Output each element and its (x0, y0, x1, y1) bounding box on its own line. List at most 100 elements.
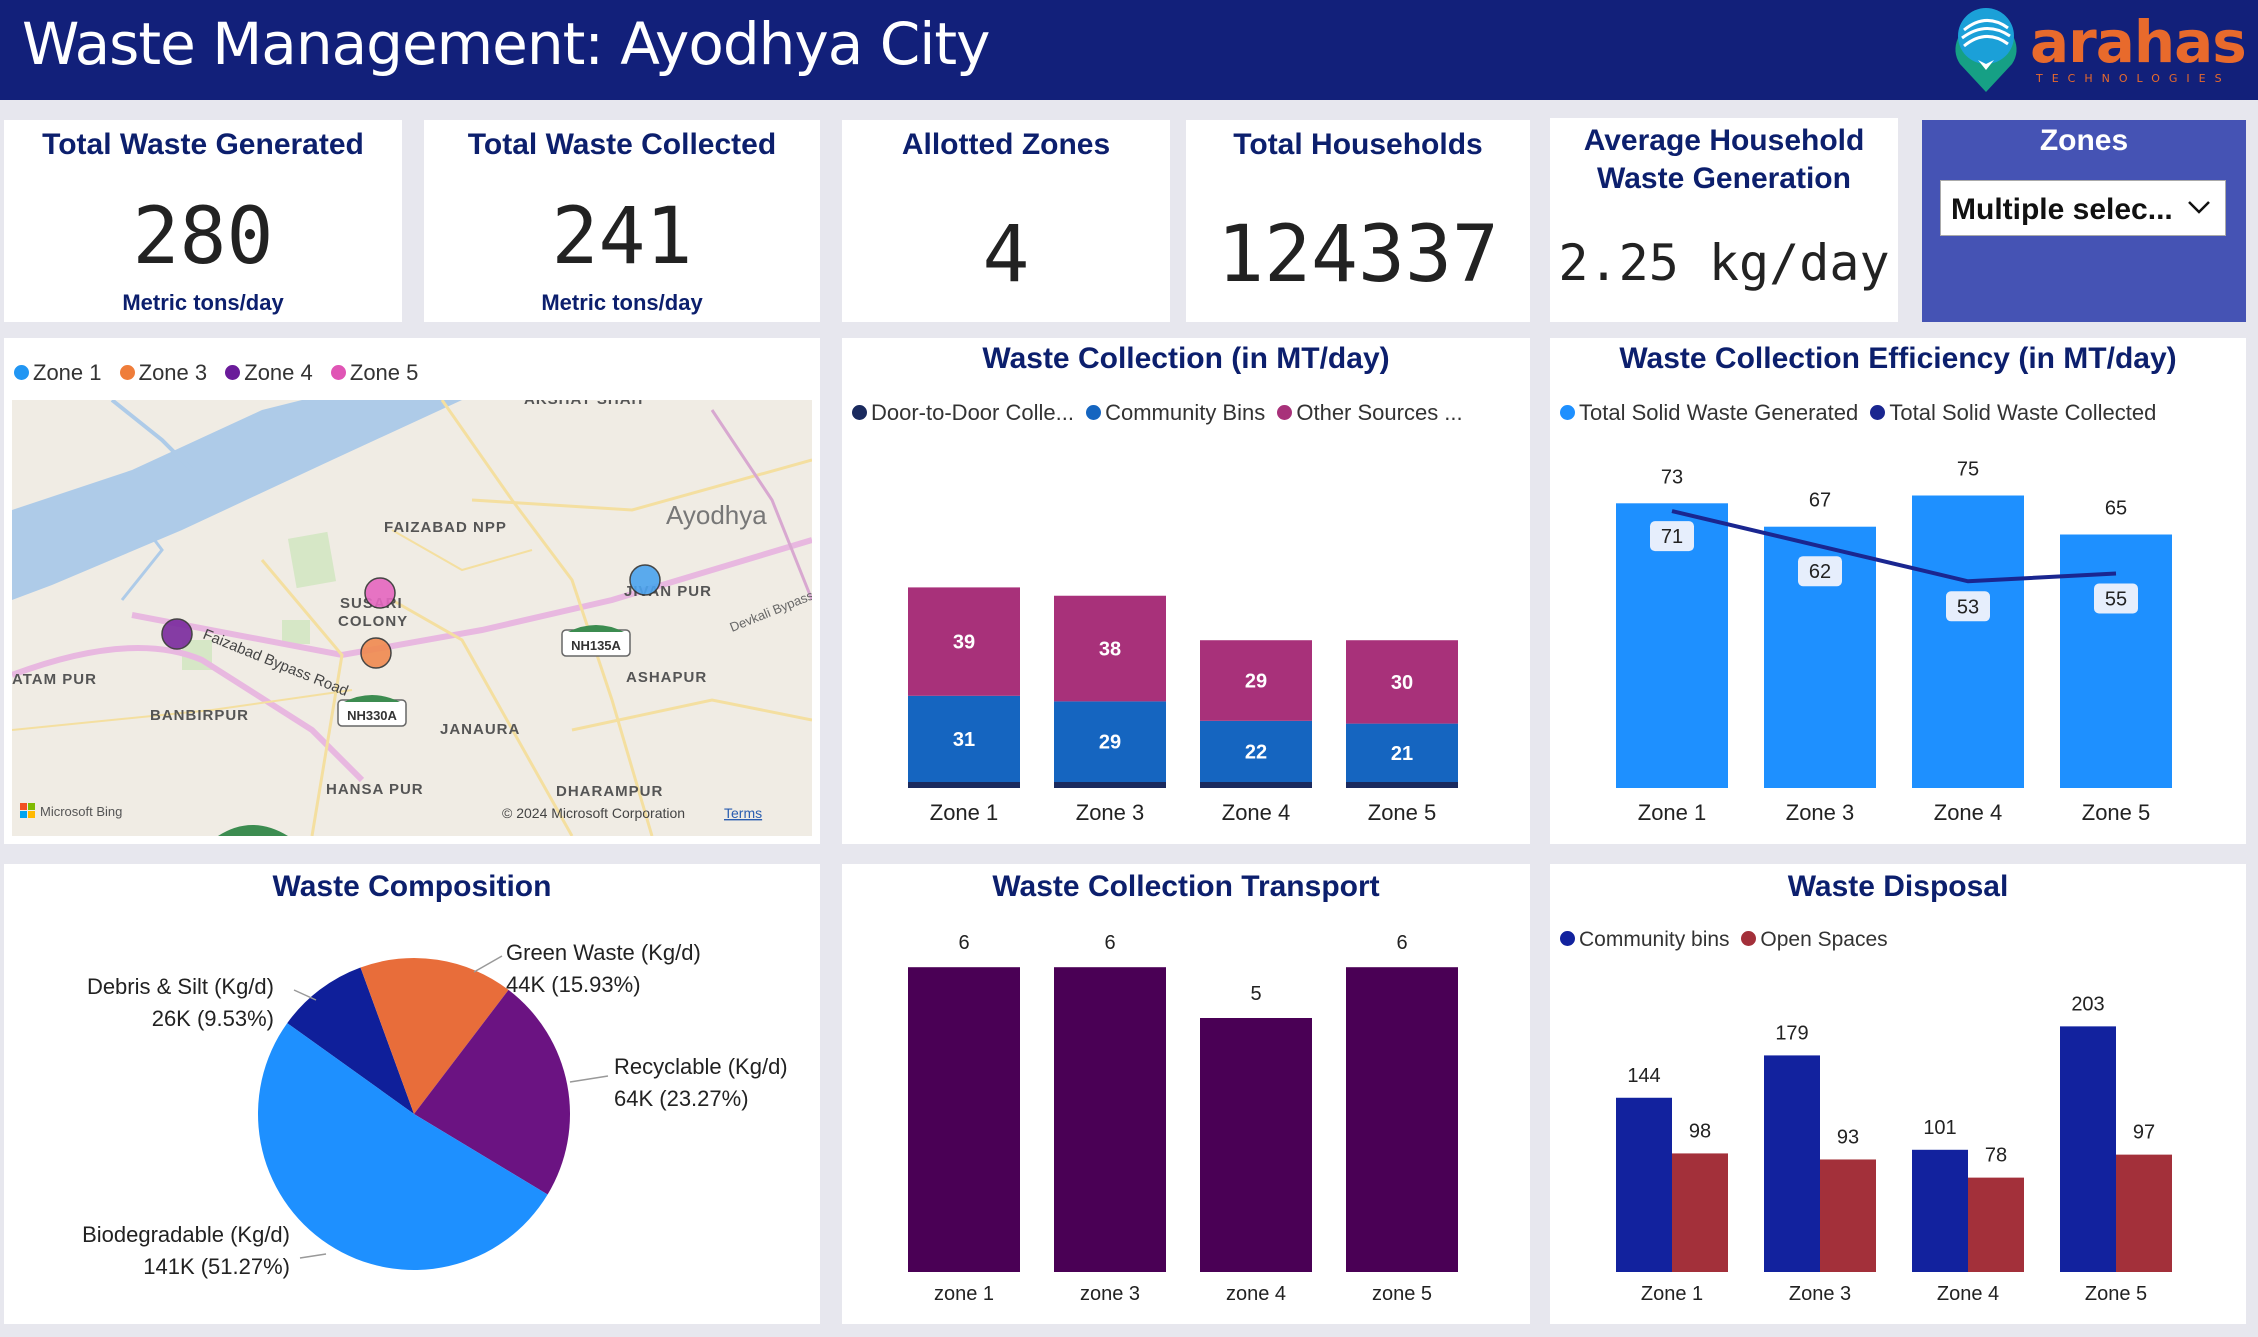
bar-segment[interactable] (1346, 782, 1458, 788)
arahas-logo: arahas TECHNOLOGIES (1950, 4, 2250, 96)
legend-label: Zone 1 (33, 360, 102, 385)
data-label: 179 (1775, 1022, 1808, 1044)
bar-segment[interactable] (1346, 640, 1458, 724)
legend-dot (14, 365, 29, 381)
data-label: 29 (1099, 732, 1121, 754)
bar-segment[interactable] (1346, 723, 1458, 782)
slice-label: Debris & Silt (Kg/d) (87, 974, 274, 999)
legend-dot (119, 365, 135, 381)
kpi-total-collected: Total Waste Collected 241 Metric tons/da… (424, 120, 820, 322)
pie-slice[interactable] (414, 989, 570, 1195)
data-label: 6 (958, 932, 969, 954)
bar[interactable] (2060, 534, 2172, 789)
chart-legend: Total Solid Waste Generated Total Solid … (1560, 400, 2168, 426)
zone-map[interactable]: AKSHAY SHAH Ayodhya FAIZABAD NPP SUSARI … (12, 400, 812, 836)
data-label: 144 (1627, 1065, 1660, 1087)
legend-item[interactable]: Zone 5 (330, 360, 419, 386)
data-label: 101 (1923, 1117, 1956, 1139)
data-label: 22 (1245, 741, 1267, 763)
data-label-bg (1946, 591, 1990, 622)
legend-item[interactable]: Total Solid Waste Generated (1560, 400, 1858, 426)
data-label: 53 (1957, 596, 1979, 618)
pie-slice[interactable] (287, 967, 414, 1114)
efficiency-panel: Waste Collection Efficiency (in MT/day) … (1550, 338, 2246, 844)
kpi-title-line1: Average Household (1583, 124, 1865, 157)
bar[interactable] (1764, 1055, 1820, 1272)
zone-1-marker[interactable] (629, 564, 661, 596)
x-tick-label: zone 3 (1080, 1283, 1140, 1305)
legend-label: Zone 4 (244, 360, 313, 385)
legend-item[interactable]: Zone 3 (119, 360, 207, 386)
kpi-allotted-zones: Allotted Zones 4 (842, 120, 1170, 322)
data-label: 55 (2105, 589, 2127, 611)
chart-title: Waste Collection Transport (992, 870, 1380, 903)
bar-segment[interactable] (908, 587, 1020, 696)
x-tick-label: Zone 3 (1076, 800, 1145, 825)
legend-dot (1870, 405, 1886, 421)
bar-segment[interactable] (1054, 701, 1166, 782)
legend-item[interactable]: Open Spaces (1741, 928, 1888, 952)
bar-segment[interactable] (908, 695, 1020, 782)
legend-dot (1086, 405, 1102, 421)
x-tick-label: Zone 1 (930, 800, 999, 825)
bar[interactable] (1346, 967, 1458, 1272)
kpi-title: Total Waste Collected (467, 128, 777, 161)
data-label: 6 (1396, 932, 1407, 954)
legend-item[interactable]: Community Bins (1086, 400, 1265, 426)
bar-segment[interactable] (1200, 782, 1312, 788)
legend-item[interactable]: Zone 4 (225, 360, 313, 386)
x-tick-label: zone 1 (934, 1283, 994, 1305)
data-label: 31 (953, 729, 975, 751)
zone-5-marker[interactable] (364, 577, 396, 609)
bar-segment[interactable] (908, 782, 1020, 788)
bar[interactable] (1912, 495, 2024, 789)
data-label: 5 (1250, 983, 1261, 1005)
bar-segment[interactable] (1200, 640, 1312, 721)
logo-subtext: TECHNOLOGIES (2036, 72, 2231, 85)
map-terms-link[interactable]: Terms (724, 805, 762, 821)
disposal-panel: Waste Disposal Community bins Open Space… (1550, 864, 2246, 1324)
bar[interactable] (1672, 1153, 1728, 1272)
chart-title: Waste Collection Efficiency (in MT/day) (1619, 342, 2177, 375)
bar[interactable] (1616, 1097, 1672, 1272)
x-tick-label: Zone 3 (1789, 1283, 1851, 1305)
legend-item[interactable]: Zone 1 (14, 360, 102, 386)
zone-4-marker[interactable] (161, 618, 193, 650)
clustered-bar-chart: 144 98 Zone 1 179 93 Zone 3 101 78 Zone 4 203 97 Zo… (1616, 993, 2172, 1305)
kpi-value: 124337 (1217, 210, 1499, 300)
chart-legend: Door-to-Door Colle... Community Bins Oth… (852, 400, 1475, 426)
x-tick-label: zone 5 (1372, 1283, 1432, 1305)
bar[interactable] (1054, 967, 1166, 1272)
legend-item[interactable]: Community bins (1560, 928, 1730, 952)
place-label: FAIZABAD NPP (384, 519, 507, 536)
legend-dot (225, 365, 241, 381)
bar[interactable] (1200, 1018, 1312, 1272)
legend-label: Zone 5 (349, 360, 419, 385)
header-bar: Waste Management: Ayodhya City arahas TE… (0, 0, 2258, 100)
bar[interactable] (1912, 1149, 1968, 1272)
bar[interactable] (908, 967, 1020, 1272)
bar-segment[interactable] (1054, 595, 1166, 702)
bar[interactable] (2060, 1026, 2116, 1272)
zones-dropdown[interactable]: Multiple selec... (1940, 180, 2226, 236)
line-series[interactable] (1671, 509, 2117, 584)
zone-3-marker[interactable] (360, 637, 392, 669)
bar-segment[interactable] (1200, 720, 1312, 782)
kpi-title-line2: Waste Generation (1597, 162, 1851, 195)
bar-segment[interactable] (1054, 782, 1166, 788)
legend-item[interactable]: Door-to-Door Colle... (852, 400, 1074, 426)
bar[interactable] (2116, 1154, 2172, 1272)
bar[interactable] (1968, 1177, 2024, 1272)
leader-line (569, 1075, 609, 1083)
kpi-value: 241 (551, 192, 693, 282)
legend-dot (330, 365, 346, 381)
legend-item[interactable]: Other Sources ... (1277, 400, 1463, 426)
nh330a-shield: NH330A (337, 695, 407, 727)
kpi-title: Total Waste Generated (42, 128, 364, 161)
pie-slice[interactable] (360, 958, 509, 1114)
pie-slice[interactable] (258, 1023, 548, 1270)
bar[interactable] (1820, 1159, 1876, 1272)
combo-bar-line-chart: 73 Zone 1 67 Zone 3 75 Zone 4 65 Zone 5 71 62 53 55 (1616, 459, 2172, 825)
composition-panel: Waste Composition Debris & Silt (Kg/d) 26… (4, 864, 820, 1324)
legend-item[interactable]: Total Solid Waste Collected (1870, 400, 2156, 426)
